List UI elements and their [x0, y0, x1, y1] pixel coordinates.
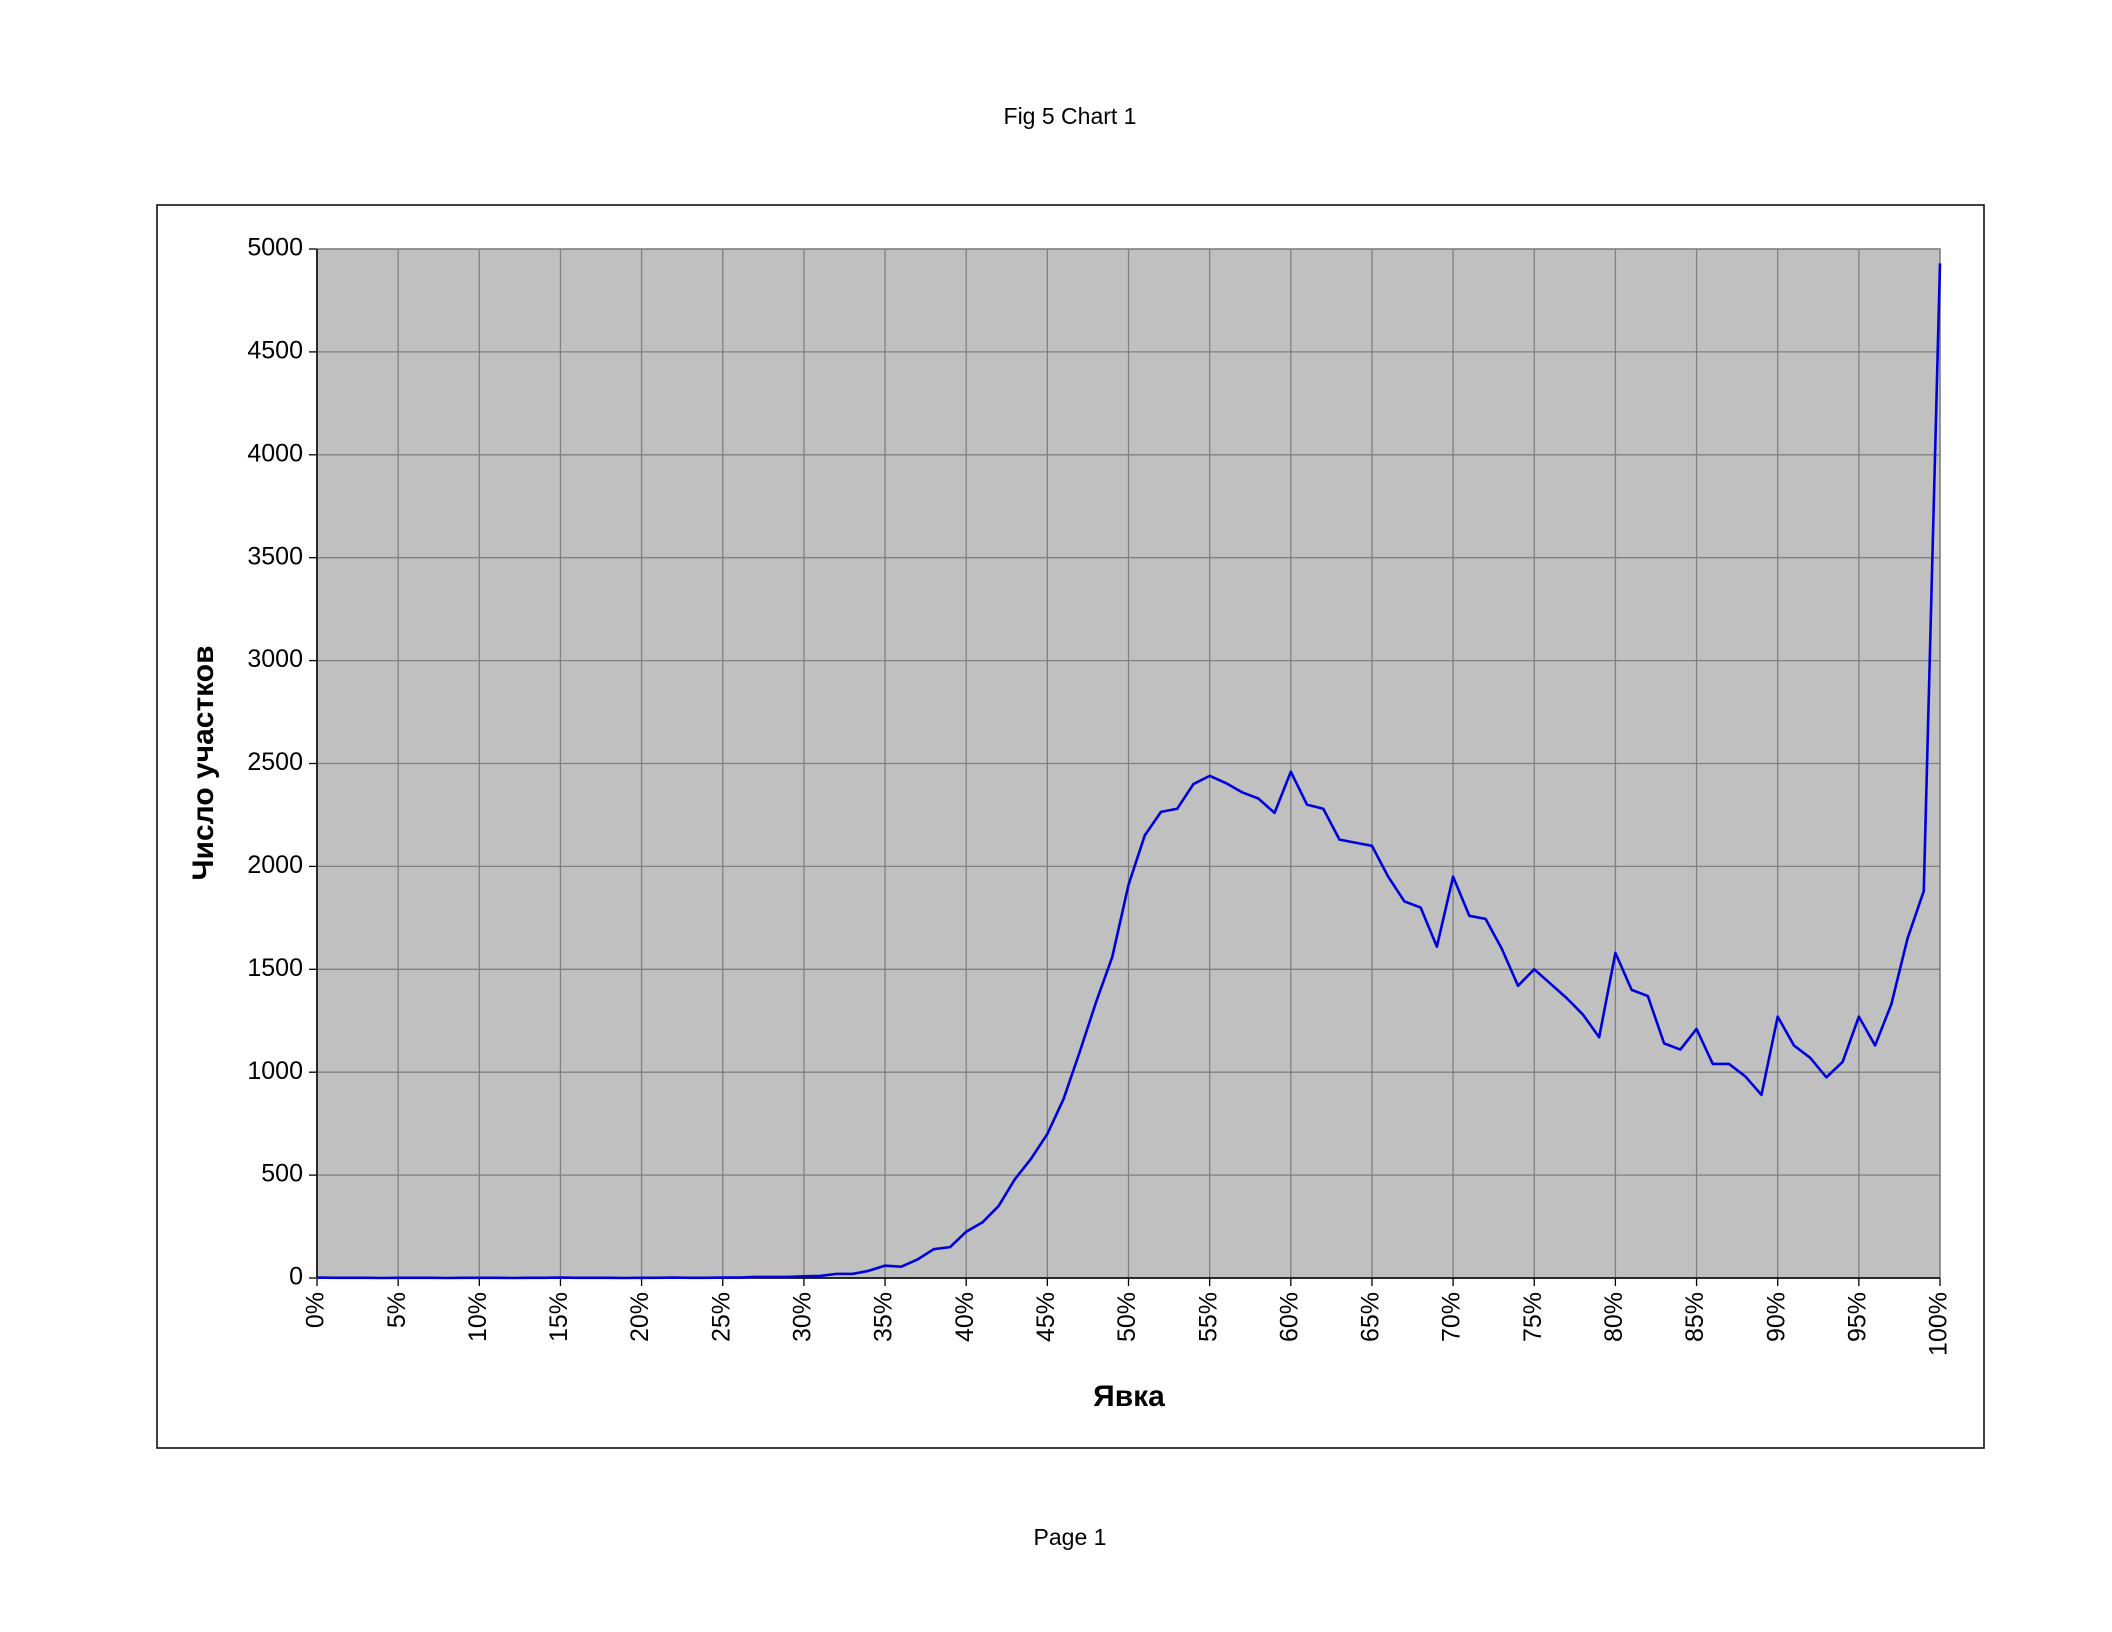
x-tick-label: 70%	[1438, 1292, 1466, 1342]
y-tick-label: 3000	[247, 645, 303, 673]
x-tick-label: 20%	[626, 1292, 654, 1342]
x-axis-label: Явка	[1093, 1380, 1165, 1413]
chart-title: Fig 5 Chart 1	[1004, 103, 1137, 129]
x-tick-label: 85%	[1681, 1292, 1709, 1342]
y-tick-label: 5000	[247, 234, 303, 262]
y-tick-label: 2000	[247, 851, 303, 879]
x-tick-label: 80%	[1600, 1292, 1628, 1342]
x-tick-label: 25%	[707, 1292, 735, 1342]
x-tick-label: 55%	[1194, 1292, 1222, 1342]
x-tick-label: 75%	[1519, 1292, 1547, 1342]
x-tick-label: 65%	[1357, 1292, 1385, 1342]
x-tick-label: 60%	[1275, 1292, 1303, 1342]
y-tick-label: 1000	[247, 1057, 303, 1085]
y-tick-label: 3500	[247, 542, 303, 570]
x-tick-label: 5%	[383, 1292, 411, 1328]
data-line	[316, 263, 1942, 1280]
y-tick-label: 2500	[247, 748, 303, 776]
x-tick-label: 45%	[1032, 1292, 1060, 1342]
x-tick-label: 40%	[951, 1292, 979, 1342]
x-tick-label: 30%	[789, 1292, 817, 1342]
y-tick-label: 1500	[247, 954, 303, 982]
y-tick-label: 4000	[247, 439, 303, 467]
y-axis-label: Число участков	[187, 645, 220, 880]
x-tick-label: 15%	[545, 1292, 573, 1342]
x-tick-label: 10%	[464, 1292, 492, 1342]
y-tick-label: 4500	[247, 337, 303, 365]
y-tick-label: 0	[289, 1263, 303, 1291]
x-tick-label: 100%	[1925, 1292, 1953, 1356]
x-tick-label: 0%	[302, 1292, 330, 1328]
x-tick-label: 35%	[870, 1292, 898, 1342]
x-tick-label: 95%	[1843, 1292, 1871, 1342]
y-tick-label: 500	[261, 1160, 303, 1188]
x-tick-label: 90%	[1762, 1292, 1790, 1342]
page-footer: Page 1	[1034, 1524, 1107, 1550]
x-tick-label: 50%	[1113, 1292, 1141, 1342]
